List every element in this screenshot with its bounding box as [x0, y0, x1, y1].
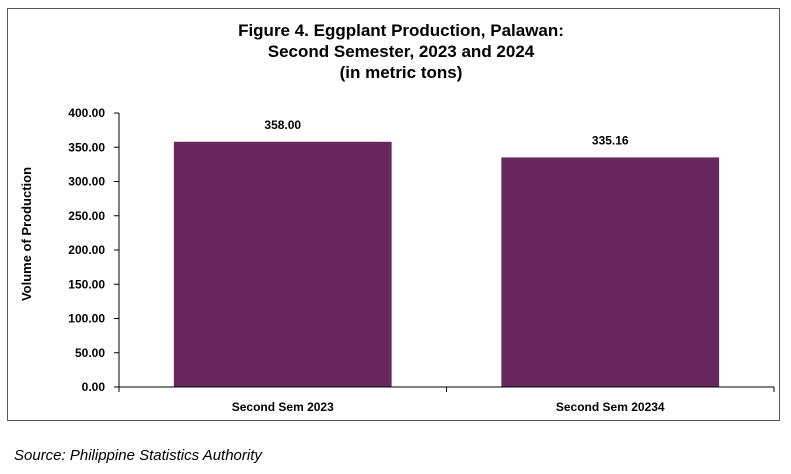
bar-1 — [173, 141, 392, 387]
data-label-2: 335.16 — [592, 133, 629, 147]
y-tick-label: 300.00 — [68, 175, 105, 189]
source-note: Source: Philippine Statistics Authority — [14, 447, 262, 464]
y-tick-label: 50.00 — [75, 346, 105, 360]
y-tick-label: 200.00 — [68, 243, 105, 257]
y-axis-title: Volume of Production — [19, 167, 34, 301]
y-tick-label: 150.00 — [68, 277, 105, 291]
chart-title: Figure 4. Eggplant Production, Palawan: … — [238, 21, 564, 82]
x-category-label: Second Sem 2023 — [232, 400, 334, 414]
chart-title-line-1: Figure 4. Eggplant Production, Palawan: — [238, 21, 564, 40]
y-tick-label: 0.00 — [82, 380, 106, 394]
x-category-label: Second Sem 20234 — [556, 400, 665, 414]
y-axis: 0.00 50.00 100.00 150.00 200.00 250.00 300.00 3… — [68, 106, 120, 394]
chart-title-line-3: (in metric tons) — [340, 63, 463, 82]
data-label-1: 358.00 — [264, 118, 301, 132]
bar-2 — [501, 157, 720, 387]
y-tick-label: 250.00 — [68, 209, 105, 223]
chart-title-line-2: Second Semester, 2023 and 2024 — [268, 42, 535, 61]
y-tick-label: 350.00 — [68, 140, 105, 154]
y-tick-label: 400.00 — [68, 106, 105, 120]
y-tick-label: 100.00 — [68, 312, 105, 326]
bars: 358.00 335.16 — [173, 118, 720, 387]
x-axis: Second Sem 2023 Second Sem 20234 — [118, 386, 775, 414]
